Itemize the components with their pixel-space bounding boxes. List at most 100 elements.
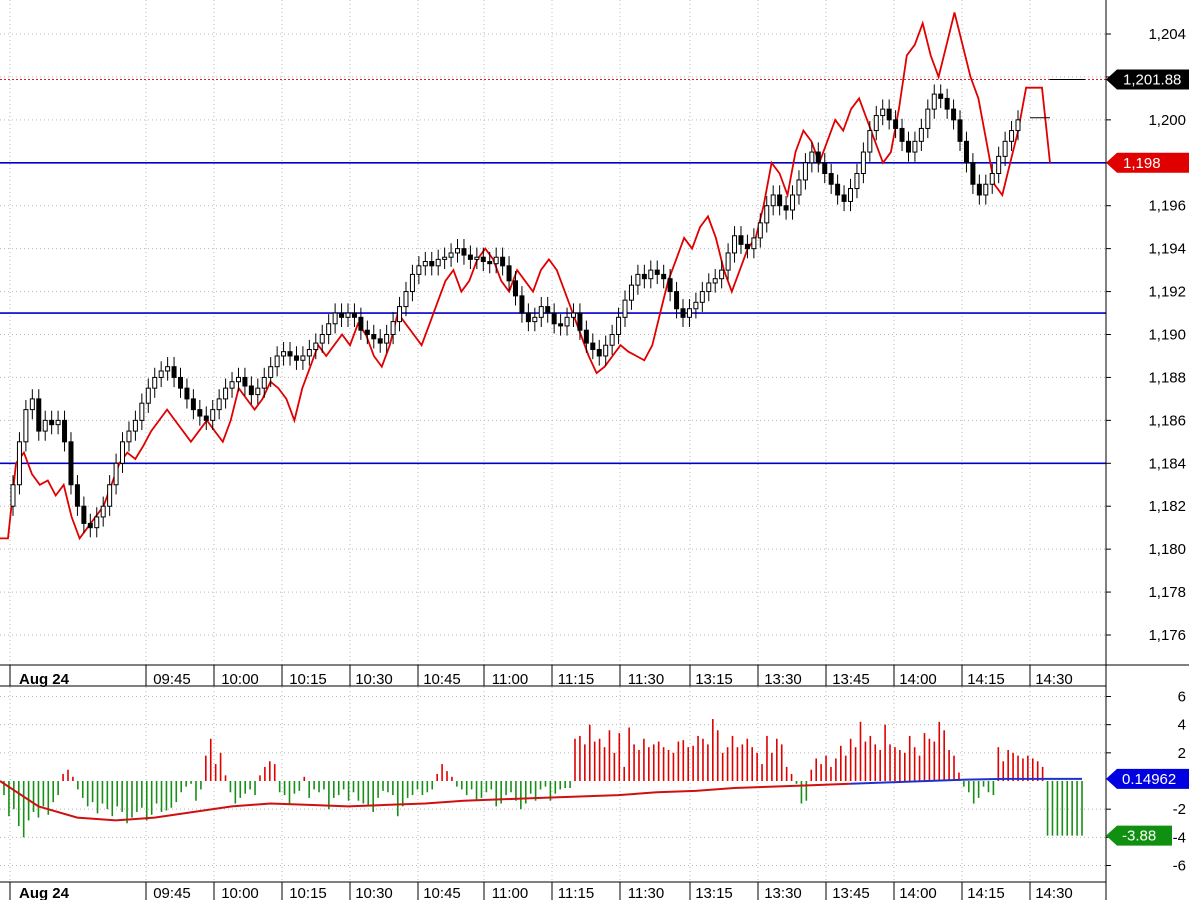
price-y-tick-label: 1,188 [1148,369,1186,386]
histogram-bar [470,781,473,790]
candle-body [905,140,911,153]
histogram-bar [485,781,488,793]
candle-body [538,306,544,318]
osc-x-tick-label: 10:45 [423,885,461,900]
histogram-bar [185,781,187,787]
histogram-bar [303,776,306,781]
price-x-tick-label: 13:30 [764,671,802,688]
candle-body [880,108,886,117]
histogram-bar [101,781,104,804]
histogram-bar [91,781,94,803]
osc-y-tick-label: 4 [1178,717,1186,734]
histogram-bar [1041,766,1044,781]
histogram-bar [505,781,507,796]
osc-y-tick-label: -4 [1173,829,1186,846]
histogram-bar [495,781,498,807]
histogram-bar [771,752,773,781]
candle-body [848,188,853,202]
candle-body [429,261,435,267]
candle-body [442,256,448,260]
histogram-bar [648,747,650,781]
candle-body [893,119,899,129]
candle-body [461,248,467,256]
price-x-tick-label: 10:30 [355,671,393,688]
histogram-bar [918,755,921,781]
candle-body [1009,130,1015,142]
candle-body [313,342,319,351]
histogram-bar [598,738,601,781]
osc-x-tick-label: 10:15 [289,885,327,900]
histogram-bar [116,781,119,807]
histogram-bar [721,752,724,781]
price-x-tick-label: 11:15 [558,671,594,688]
osc-y-tick-label: 6 [1178,689,1186,706]
histogram-bar [81,781,84,798]
histogram-bar [884,724,886,781]
price-x-tick-label: Aug 24 [19,671,70,688]
price-x-tick-label: 14:30 [1035,671,1073,688]
osc-x-tick-label: 14:15 [967,885,1005,900]
osc-x-tick-label: Aug 24 [19,885,70,900]
histogram-bar [446,771,448,781]
histogram-bar [352,781,355,793]
histogram-bar [623,766,626,781]
histogram-bar [86,781,89,807]
candle-body [996,155,1002,175]
candle-body [268,366,274,378]
histogram-bar [121,781,123,812]
candle-body [455,248,461,254]
histogram-bar [224,775,227,781]
candle-body [674,291,680,310]
histogram-bar [1007,750,1009,781]
histogram-bar [387,781,389,793]
price-badge [1106,152,1189,173]
price-x-tick-label: 11:00 [492,671,528,688]
histogram-bar [239,781,242,798]
candle-body [158,370,164,378]
histogram-bar [593,741,596,781]
histogram-bar [1076,781,1078,836]
histogram-bar [869,735,872,781]
osc-x-tick-label: 11:15 [558,885,594,900]
candle-body [100,505,106,518]
histogram-bar [761,764,763,781]
histogram-bar [426,781,429,793]
candle-body [519,295,525,314]
candle-body [532,316,538,323]
candle-body [944,97,950,110]
histogram-bar [431,781,434,790]
candle-body [918,127,924,142]
candle-body [10,484,16,507]
histogram-bar [141,781,143,808]
histogram-bar [766,735,768,781]
candle-body [132,419,138,432]
histogram-bar [613,752,616,781]
histogram-bar [835,758,837,781]
osc-x-tick-label: 14:00 [899,885,937,900]
candle-body [255,387,261,396]
candle-body [983,183,989,196]
histogram-bar [460,781,463,790]
candle-body [42,419,48,432]
histogram-bar [465,781,468,796]
candle-body [957,119,963,142]
histogram-bar [643,738,645,781]
histogram-bar [854,747,857,781]
histogram-bar [569,781,571,789]
histogram-bar [938,721,941,781]
histogram-bar [8,781,10,817]
candle-body [951,108,957,121]
histogram-bar [515,781,517,801]
candle-body [55,419,61,426]
candle-body [654,269,660,275]
candle-body [190,398,196,411]
price-y-tick-label: 1,194 [1148,241,1186,258]
candle-body [197,409,203,417]
histogram-bar [992,781,995,796]
histogram-bar [874,744,877,781]
candle-body [854,173,860,190]
histogram-bar [401,781,404,807]
histogram-bar [825,755,827,781]
candle-body [744,243,750,250]
